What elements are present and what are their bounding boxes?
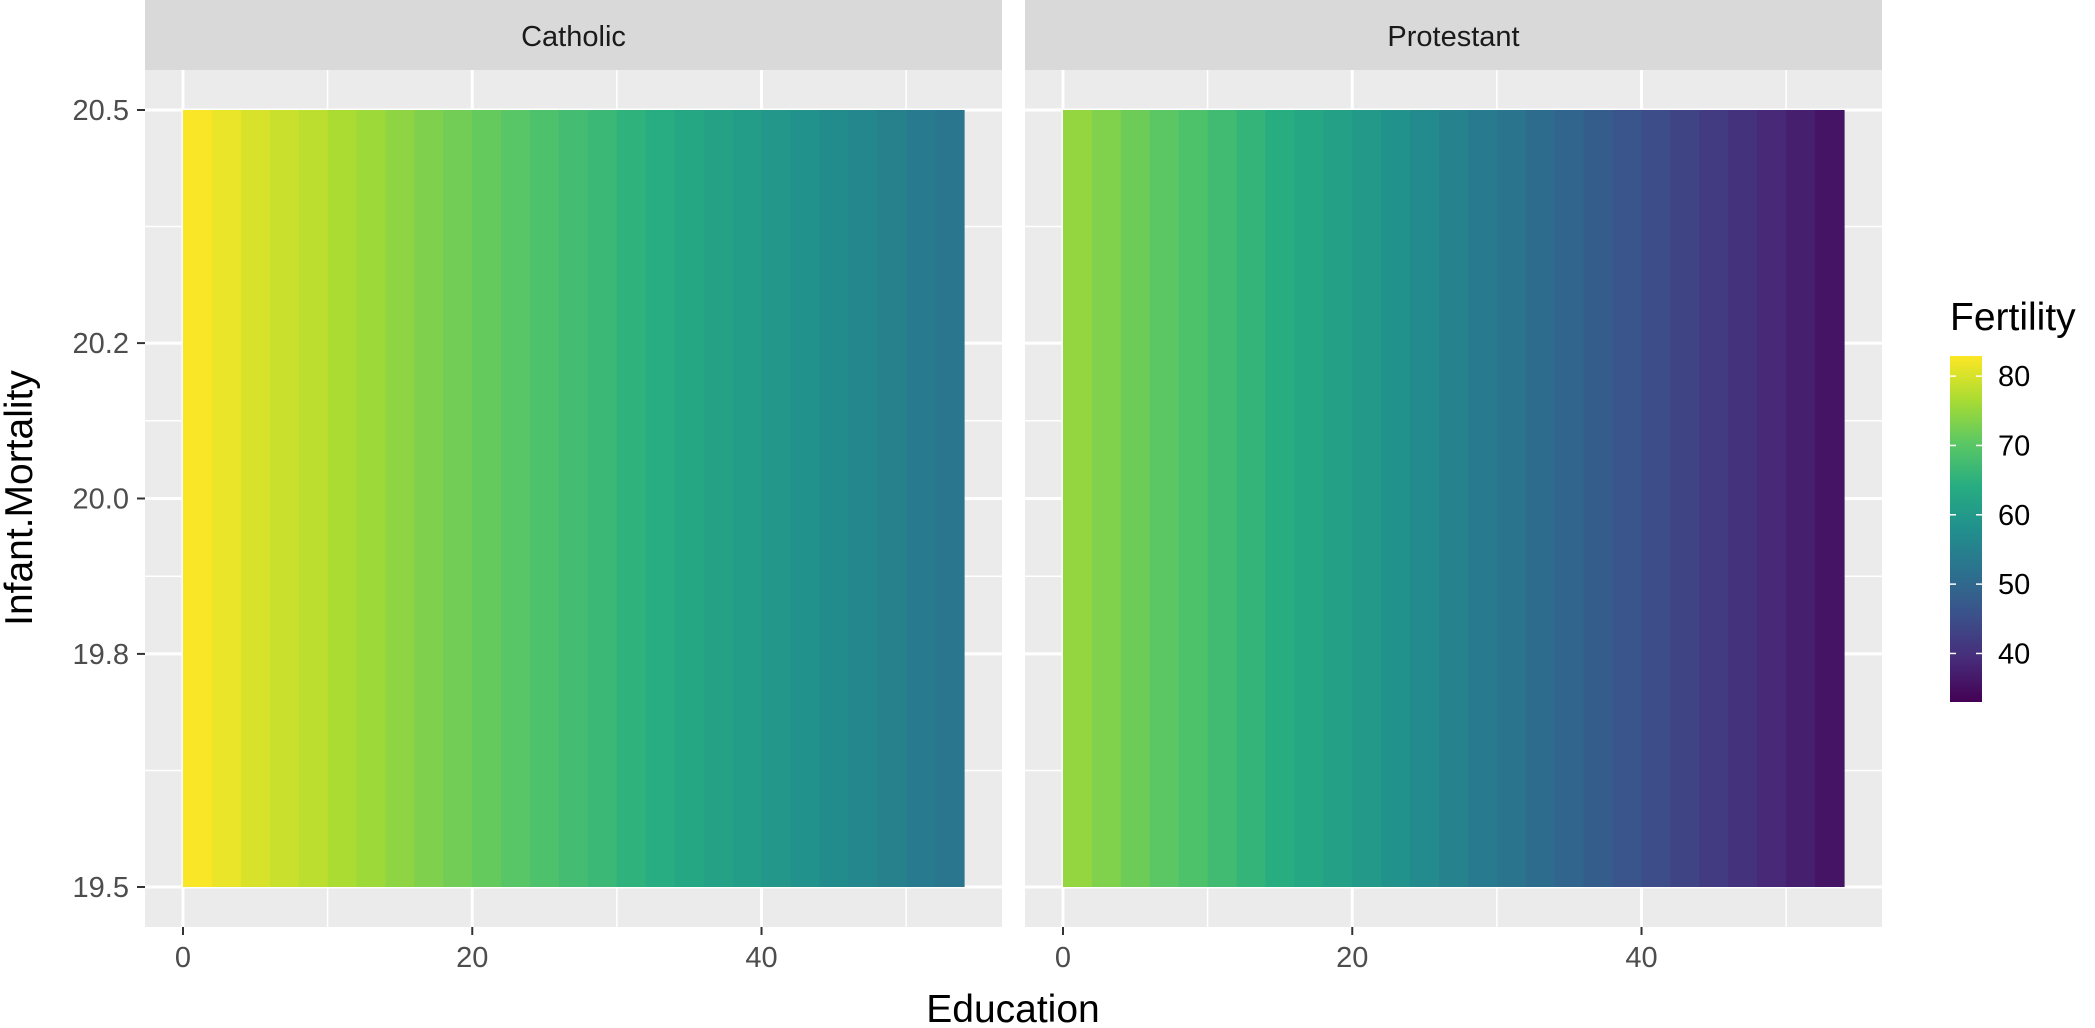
legend-tick-label: 70 bbox=[1998, 430, 2030, 462]
x-tick-label: 40 bbox=[1625, 942, 1657, 974]
heatmap-tile bbox=[819, 110, 849, 887]
heatmap-tile bbox=[240, 110, 271, 887]
heatmap-tile bbox=[501, 110, 531, 887]
heatmap-tile bbox=[1757, 110, 1787, 887]
heatmap-tile bbox=[1554, 110, 1585, 887]
heatmap-tile bbox=[1439, 110, 1469, 887]
heatmap-tile bbox=[616, 110, 647, 887]
heatmap-tile bbox=[587, 110, 618, 887]
y-tick-label: 20.5 bbox=[73, 95, 129, 127]
heatmap-tile bbox=[1525, 110, 1556, 887]
heatmap-tile bbox=[1265, 110, 1296, 887]
y-axis-title: Infant.Mortality bbox=[0, 370, 41, 626]
heatmap-tiles bbox=[1063, 110, 1845, 887]
heatmap-tile bbox=[1699, 110, 1729, 887]
heatmap-tile bbox=[1063, 110, 1093, 887]
heatmap-tile bbox=[183, 110, 213, 887]
y-axis-ticks: 19.5 19.8 20.0 20.2 20.5 bbox=[73, 95, 145, 904]
legend-tick-label: 60 bbox=[1998, 500, 2030, 532]
x-tick-label: 40 bbox=[745, 942, 777, 974]
y-tick-label: 19.8 bbox=[73, 639, 129, 671]
y-tick-label: 20.0 bbox=[73, 484, 129, 516]
x-axis-ticks: 0 20 40 bbox=[175, 927, 778, 974]
heatmap-tiles bbox=[183, 110, 965, 887]
legend-ticks: 40 50 60 70 80 bbox=[1950, 361, 2030, 670]
heatmap-tile bbox=[1467, 110, 1498, 887]
x-axis-ticks: 0 20 40 bbox=[1055, 927, 1658, 974]
heatmap-tile bbox=[1178, 110, 1209, 887]
heatmap-tile bbox=[356, 110, 387, 887]
facet-panel-protestant: Protestant 0 20 40 bbox=[1025, 0, 1882, 974]
x-tick-label: 20 bbox=[1336, 942, 1368, 974]
heatmap-tile bbox=[1612, 110, 1643, 887]
heatmap-tile bbox=[1583, 110, 1614, 887]
heatmap-tile bbox=[1786, 110, 1816, 887]
legend-colorbar bbox=[1950, 356, 1982, 702]
heatmap-tile bbox=[1670, 110, 1700, 887]
x-tick-label: 20 bbox=[456, 942, 488, 974]
heatmap-tile bbox=[906, 110, 936, 887]
heatmap-tile bbox=[1728, 110, 1758, 887]
x-tick-label: 0 bbox=[175, 942, 191, 974]
heatmap-tile bbox=[1410, 110, 1440, 887]
heatmap-tile bbox=[848, 110, 878, 887]
heatmap-tile bbox=[1294, 110, 1324, 887]
heatmap-tile bbox=[269, 110, 300, 887]
heatmap-tile bbox=[472, 110, 502, 887]
heatmap-tile bbox=[1496, 110, 1527, 887]
facet-label-protestant: Protestant bbox=[1387, 21, 1519, 53]
heatmap-tile bbox=[530, 110, 560, 887]
facet-panel-catholic: Catholic 0 20 40 bbox=[145, 0, 1002, 974]
heatmap-tile bbox=[1120, 110, 1151, 887]
legend: Fertility 40 50 60 70 80 bbox=[1950, 296, 2076, 702]
facet-label-catholic: Catholic bbox=[521, 21, 626, 53]
heatmap-tile bbox=[703, 110, 734, 887]
heatmap-tile bbox=[645, 110, 676, 887]
heatmap-tile bbox=[327, 110, 358, 887]
heatmap-tile bbox=[559, 110, 589, 887]
legend-tick-label: 80 bbox=[1998, 361, 2030, 393]
heatmap-tile bbox=[1236, 110, 1267, 887]
heatmap-tile bbox=[1207, 110, 1238, 887]
heatmap-tile bbox=[1149, 110, 1180, 887]
heatmap-tile bbox=[211, 110, 242, 887]
legend-title: Fertility bbox=[1950, 296, 2076, 339]
heatmap-tile bbox=[298, 110, 329, 887]
legend-tick-label: 40 bbox=[1998, 638, 2030, 670]
heatmap-tile bbox=[1815, 110, 1845, 887]
heatmap-tile bbox=[1323, 110, 1353, 887]
heatmap-tile bbox=[385, 110, 416, 887]
y-tick-label: 19.5 bbox=[73, 872, 129, 904]
heatmap-tile bbox=[877, 110, 907, 887]
facet-strip bbox=[1025, 0, 1882, 70]
facet-strip bbox=[145, 0, 1002, 70]
heatmap-tile bbox=[761, 110, 792, 887]
heatmap-tile bbox=[732, 110, 763, 887]
x-tick-label: 0 bbox=[1055, 942, 1071, 974]
x-axis-title: Education bbox=[926, 988, 1099, 1028]
heatmap-tile bbox=[1641, 110, 1672, 887]
heatmap-tile bbox=[1381, 110, 1411, 887]
heatmap-tile bbox=[1352, 110, 1382, 887]
heatmap-tile bbox=[443, 110, 473, 887]
heatmap-tile bbox=[935, 110, 965, 887]
y-tick-label: 20.2 bbox=[73, 328, 129, 360]
heatmap-tile bbox=[1091, 110, 1122, 887]
heatmap-tile bbox=[674, 110, 705, 887]
heatmap-tile bbox=[790, 110, 820, 887]
heatmap-tile bbox=[414, 110, 444, 887]
legend-tick-label: 50 bbox=[1998, 569, 2030, 601]
